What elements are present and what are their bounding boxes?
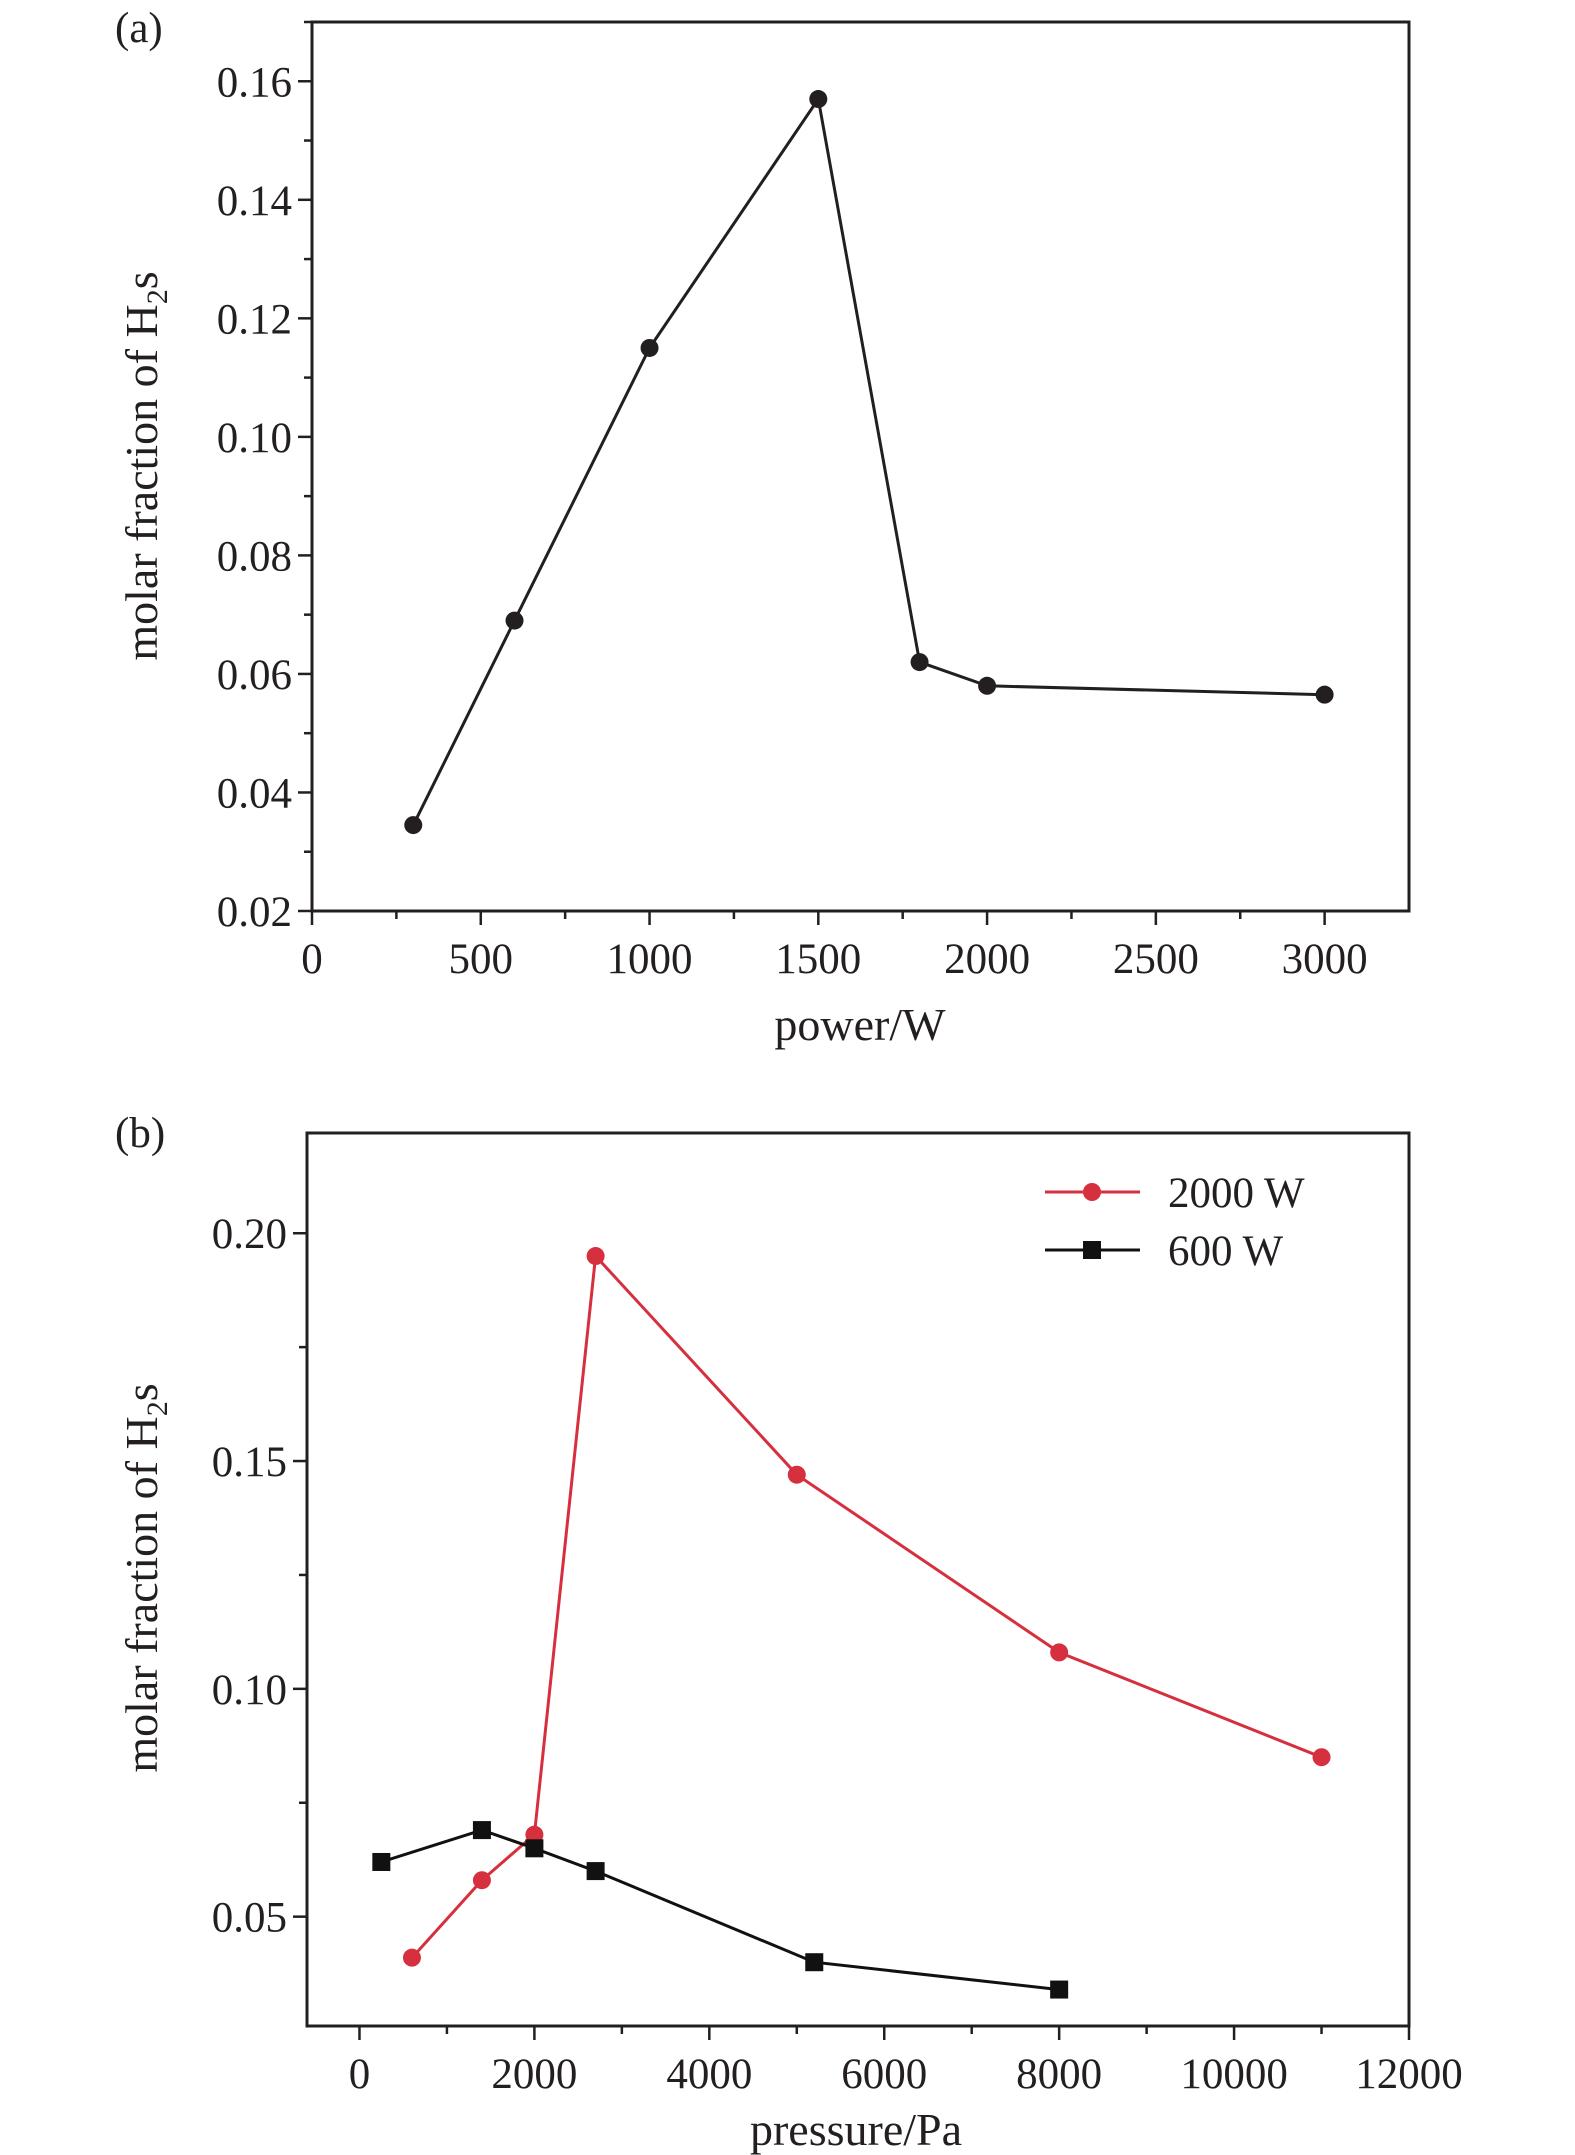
x-tick-label: 2000 [491, 2051, 577, 2098]
x-tick-label: 0 [349, 2051, 371, 2098]
legend-label-2000w: 2000 W [1168, 1170, 1305, 1217]
series-line-b-1 [380, 1828, 1060, 1992]
axis-ticks-b [293, 1231, 1411, 2040]
y-axis-title-b-tail: s [116, 1383, 167, 1401]
x-tick-label: 500 [449, 936, 514, 983]
data-point [525, 1839, 544, 1858]
y-tick-label: 0.02 [217, 889, 292, 936]
legend-marker-600w [1083, 1241, 1101, 1259]
x-tick-label: 8000 [1016, 2051, 1102, 2098]
x-tick-label: 0 [301, 936, 323, 983]
legend-marker-2000w [1083, 1183, 1101, 1201]
data-point [372, 1852, 391, 1871]
series-group-b [372, 1247, 1331, 1999]
y-axis-title-a-main: molar fraction of H [116, 304, 167, 660]
y-tick-label: 0.10 [212, 1667, 287, 1714]
data-point [640, 338, 659, 357]
axis-ticks-a [298, 20, 1326, 925]
panel-label-b: (b) [115, 1110, 165, 1157]
y-axis-title-a: molar fraction of H2s [116, 271, 174, 660]
data-point [787, 1465, 806, 1484]
y-axis-title-b-main: molar fraction of H [116, 1416, 167, 1772]
y-tick-label: 0.06 [217, 652, 292, 699]
data-point [586, 1247, 605, 1266]
y-axis-title-b-sub: 2 [141, 1401, 174, 1416]
data-point [402, 1948, 421, 1967]
data-point [910, 653, 929, 672]
y-tick-label: 0.20 [212, 1211, 287, 1258]
data-point [805, 1953, 824, 1972]
y-tick-label: 0.12 [217, 296, 292, 343]
data-point [586, 1862, 605, 1881]
x-tick-label: 2000 [944, 936, 1030, 983]
data-point [1315, 685, 1334, 704]
data-point [809, 90, 828, 109]
y-tick-label: 0.15 [212, 1439, 287, 1486]
x-tick-label: 4000 [666, 2051, 752, 2098]
tick-labels-a: 0 500 1000 1500 2000 2500 3000 0.02 0.04 0.06 0.08… [217, 59, 1368, 983]
y-axis-title-a-tail: s [116, 271, 167, 289]
x-tick-label: 12000 [1355, 2051, 1463, 2098]
plot-frame-a [310, 20, 1411, 913]
series-line-a-0 [411, 95, 1325, 826]
data-point [1312, 1748, 1331, 1767]
chart-panel-b: (b) 0 2000 4000 6000 8000 10000 120000.050.100… [115, 1110, 1463, 2155]
data-point [525, 1825, 544, 1844]
x-axis-title-a: power/W [774, 999, 946, 1050]
data-point [1050, 1980, 1069, 1999]
y-tick-label: 0.08 [217, 533, 292, 580]
y-axis-title-a-sub: 2 [141, 289, 174, 304]
data-point [472, 1871, 491, 1890]
y-tick-label: 0.16 [217, 59, 292, 106]
tick-labels-b: 0 2000 4000 6000 8000 10000 12000 0.05 0.10 0.15 0… [212, 1211, 1463, 2098]
x-tick-label: 1500 [775, 936, 861, 983]
y-tick-label: 0.14 [217, 178, 292, 225]
y-axis-title-b: molar fraction of H2s [116, 1383, 174, 1772]
data-point [472, 1821, 491, 1840]
legend-b: 2000 W 600 W [1045, 1170, 1305, 1275]
data-point [1050, 1643, 1069, 1662]
data-point [404, 816, 423, 835]
x-tick-label: 10000 [1180, 2051, 1288, 2098]
x-tick-label: 6000 [841, 2051, 927, 2098]
x-tick-label: 1000 [607, 936, 693, 983]
data-point [505, 611, 524, 630]
panel-label-a: (a) [115, 5, 163, 52]
plot-frame-b [305, 1131, 1411, 2028]
y-tick-label: 0.05 [212, 1895, 287, 1942]
y-tick-label: 0.10 [217, 415, 292, 462]
x-axis-title-b: pressure/Pa [750, 2104, 962, 2155]
x-tick-label: 2500 [1113, 936, 1199, 983]
chart-panel-a: (a) 0 500 1000 1500 2000 2500 3000 0.02 0.04 0.06… [115, 5, 1411, 1050]
series-group-a [404, 90, 1334, 835]
x-tick-label: 3000 [1282, 936, 1368, 983]
data-point [978, 676, 997, 695]
y-tick-label: 0.04 [217, 770, 292, 817]
legend-label-600w: 600 W [1168, 1228, 1283, 1275]
